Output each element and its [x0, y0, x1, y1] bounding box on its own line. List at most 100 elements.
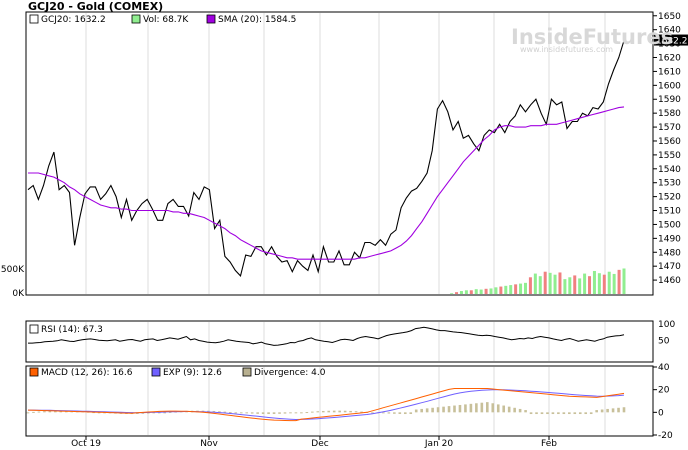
divergence-bar [414, 409, 418, 413]
price-tick-label: 1650 [658, 12, 681, 22]
price-tick-label: 1570 [658, 123, 681, 133]
price-tick-label: 1470 [658, 262, 681, 272]
divergence-bar [289, 412, 292, 414]
divergence-bar [486, 402, 489, 413]
volume-bar [533, 273, 537, 294]
price-legend-label: SMA (20): 1584.5 [218, 15, 296, 25]
macd-legend-label: MACD (12, 26): 16.6 [41, 368, 133, 378]
x-tick-label: Oct 19 [71, 439, 101, 449]
divergence-bar [491, 403, 495, 413]
price-tick-label: 1490 [658, 234, 681, 244]
divergence-bar [409, 412, 413, 414]
volume-tick-label: 0K [12, 289, 25, 299]
divergence-bar [557, 412, 560, 415]
divergence-bar [387, 412, 391, 414]
volume-bar [597, 273, 601, 294]
volume-bar [588, 276, 592, 294]
volume-bar [459, 291, 463, 294]
price-series-line [27, 40, 625, 278]
last-price-box [654, 34, 688, 46]
rsi-legend-label: RSI (14): 67.3 [41, 325, 103, 335]
price-tick-label: 1500 [658, 220, 681, 230]
divergence-bar [589, 412, 593, 415]
volume-bar [548, 272, 552, 294]
volume-bar [602, 274, 606, 294]
divergence-bar [54, 410, 57, 413]
divergence-bar [234, 412, 238, 414]
volume-bar [464, 290, 468, 294]
divergence-bar [223, 411, 227, 413]
volume-bar [479, 289, 483, 294]
divergence-bar [250, 412, 254, 414]
price-legend-label: Vol: 68.7K [143, 15, 189, 25]
volume-bar [519, 283, 523, 294]
price-legend-swatch [29, 14, 39, 24]
divergence-bar [431, 407, 434, 413]
volume-tick-label: 500K [1, 265, 25, 275]
price-legend-swatch [206, 14, 216, 24]
price-tick-label: 1600 [658, 81, 681, 91]
divergence-bar [305, 412, 309, 414]
legends: GCJ20: 1632.2 Vol: 68.7K SMA (20): 1584.5 R… [29, 14, 326, 378]
volume-bar [523, 282, 527, 294]
divergence-bar [267, 412, 270, 415]
divergence-bar [349, 410, 352, 413]
divergence-bar [507, 406, 511, 413]
divergence-bar [578, 412, 582, 415]
divergence-bar [513, 407, 516, 413]
divergence-bar [157, 412, 161, 414]
macd-legend-label: EXP (9): 12.6 [163, 368, 222, 378]
divergence-bar [546, 412, 549, 415]
divergence-bar [218, 411, 221, 413]
macd-tick-label: 0 [658, 408, 664, 418]
divergence-bar [212, 410, 216, 413]
watermark-url: www.insidefutures.com [520, 45, 613, 54]
macd-lines: 40 20 0 -20 [26, 363, 673, 441]
price-tick-label: 1520 [658, 193, 681, 203]
divergence-bar [311, 411, 314, 413]
rsi-lines: 50 100 [28, 320, 675, 347]
sma-series-line [28, 106, 625, 260]
price-axis: 1460 1470 1480 1490 1500 1510 1520 1530 1540 1550… [1, 12, 688, 299]
divergence-bar [321, 410, 325, 413]
divergence-bar [382, 412, 385, 414]
divergence-bar [43, 411, 46, 413]
divergence-bar [502, 405, 506, 413]
divergence-bar [343, 410, 347, 413]
watermark-logo: InsideFutures [511, 25, 673, 49]
x-tick-label: Feb [541, 439, 557, 449]
macd-series-line [27, 388, 625, 422]
x-tick-label: Nov [200, 439, 218, 449]
x-tick-label: Dec [311, 439, 328, 449]
rsi-tick-label: 50 [658, 337, 670, 347]
volume-bar [573, 275, 577, 294]
divergence-bar [283, 412, 287, 414]
volume-bar [607, 271, 611, 294]
divergence-bar [398, 412, 402, 414]
divergence-bar [168, 411, 172, 413]
divergence-bar [163, 412, 166, 414]
divergence-bar [622, 407, 626, 413]
macd-tick-label: -20 [658, 431, 673, 441]
price-legend-label: GCJ20: 1632.2 [41, 15, 106, 25]
macd-tick-label: 40 [658, 363, 670, 373]
divergence-bar [332, 410, 336, 413]
volume-bar [612, 273, 616, 294]
volume-bar [509, 285, 513, 294]
price-tick-label: 1590 [658, 95, 681, 105]
macd-legend-label: Divergence: 4.0 [254, 368, 326, 378]
divergence-bar [256, 412, 259, 414]
price-tick-label: 1620 [658, 54, 681, 64]
volume-bar [543, 271, 547, 294]
divergence-bar [294, 412, 298, 414]
volume-bar [474, 289, 478, 294]
price-legend-swatch [131, 14, 141, 24]
divergence-bar [26, 412, 30, 414]
volume-bar [489, 288, 493, 294]
vertical-gridlines: Oct 19 Nov Dec Jan 20 Feb [71, 13, 606, 449]
divergence-bar [617, 407, 620, 413]
price-tick-label: 1610 [658, 67, 681, 77]
divergence-bar [600, 409, 604, 413]
volume-bar [528, 277, 532, 294]
exp-series-line [28, 389, 625, 421]
